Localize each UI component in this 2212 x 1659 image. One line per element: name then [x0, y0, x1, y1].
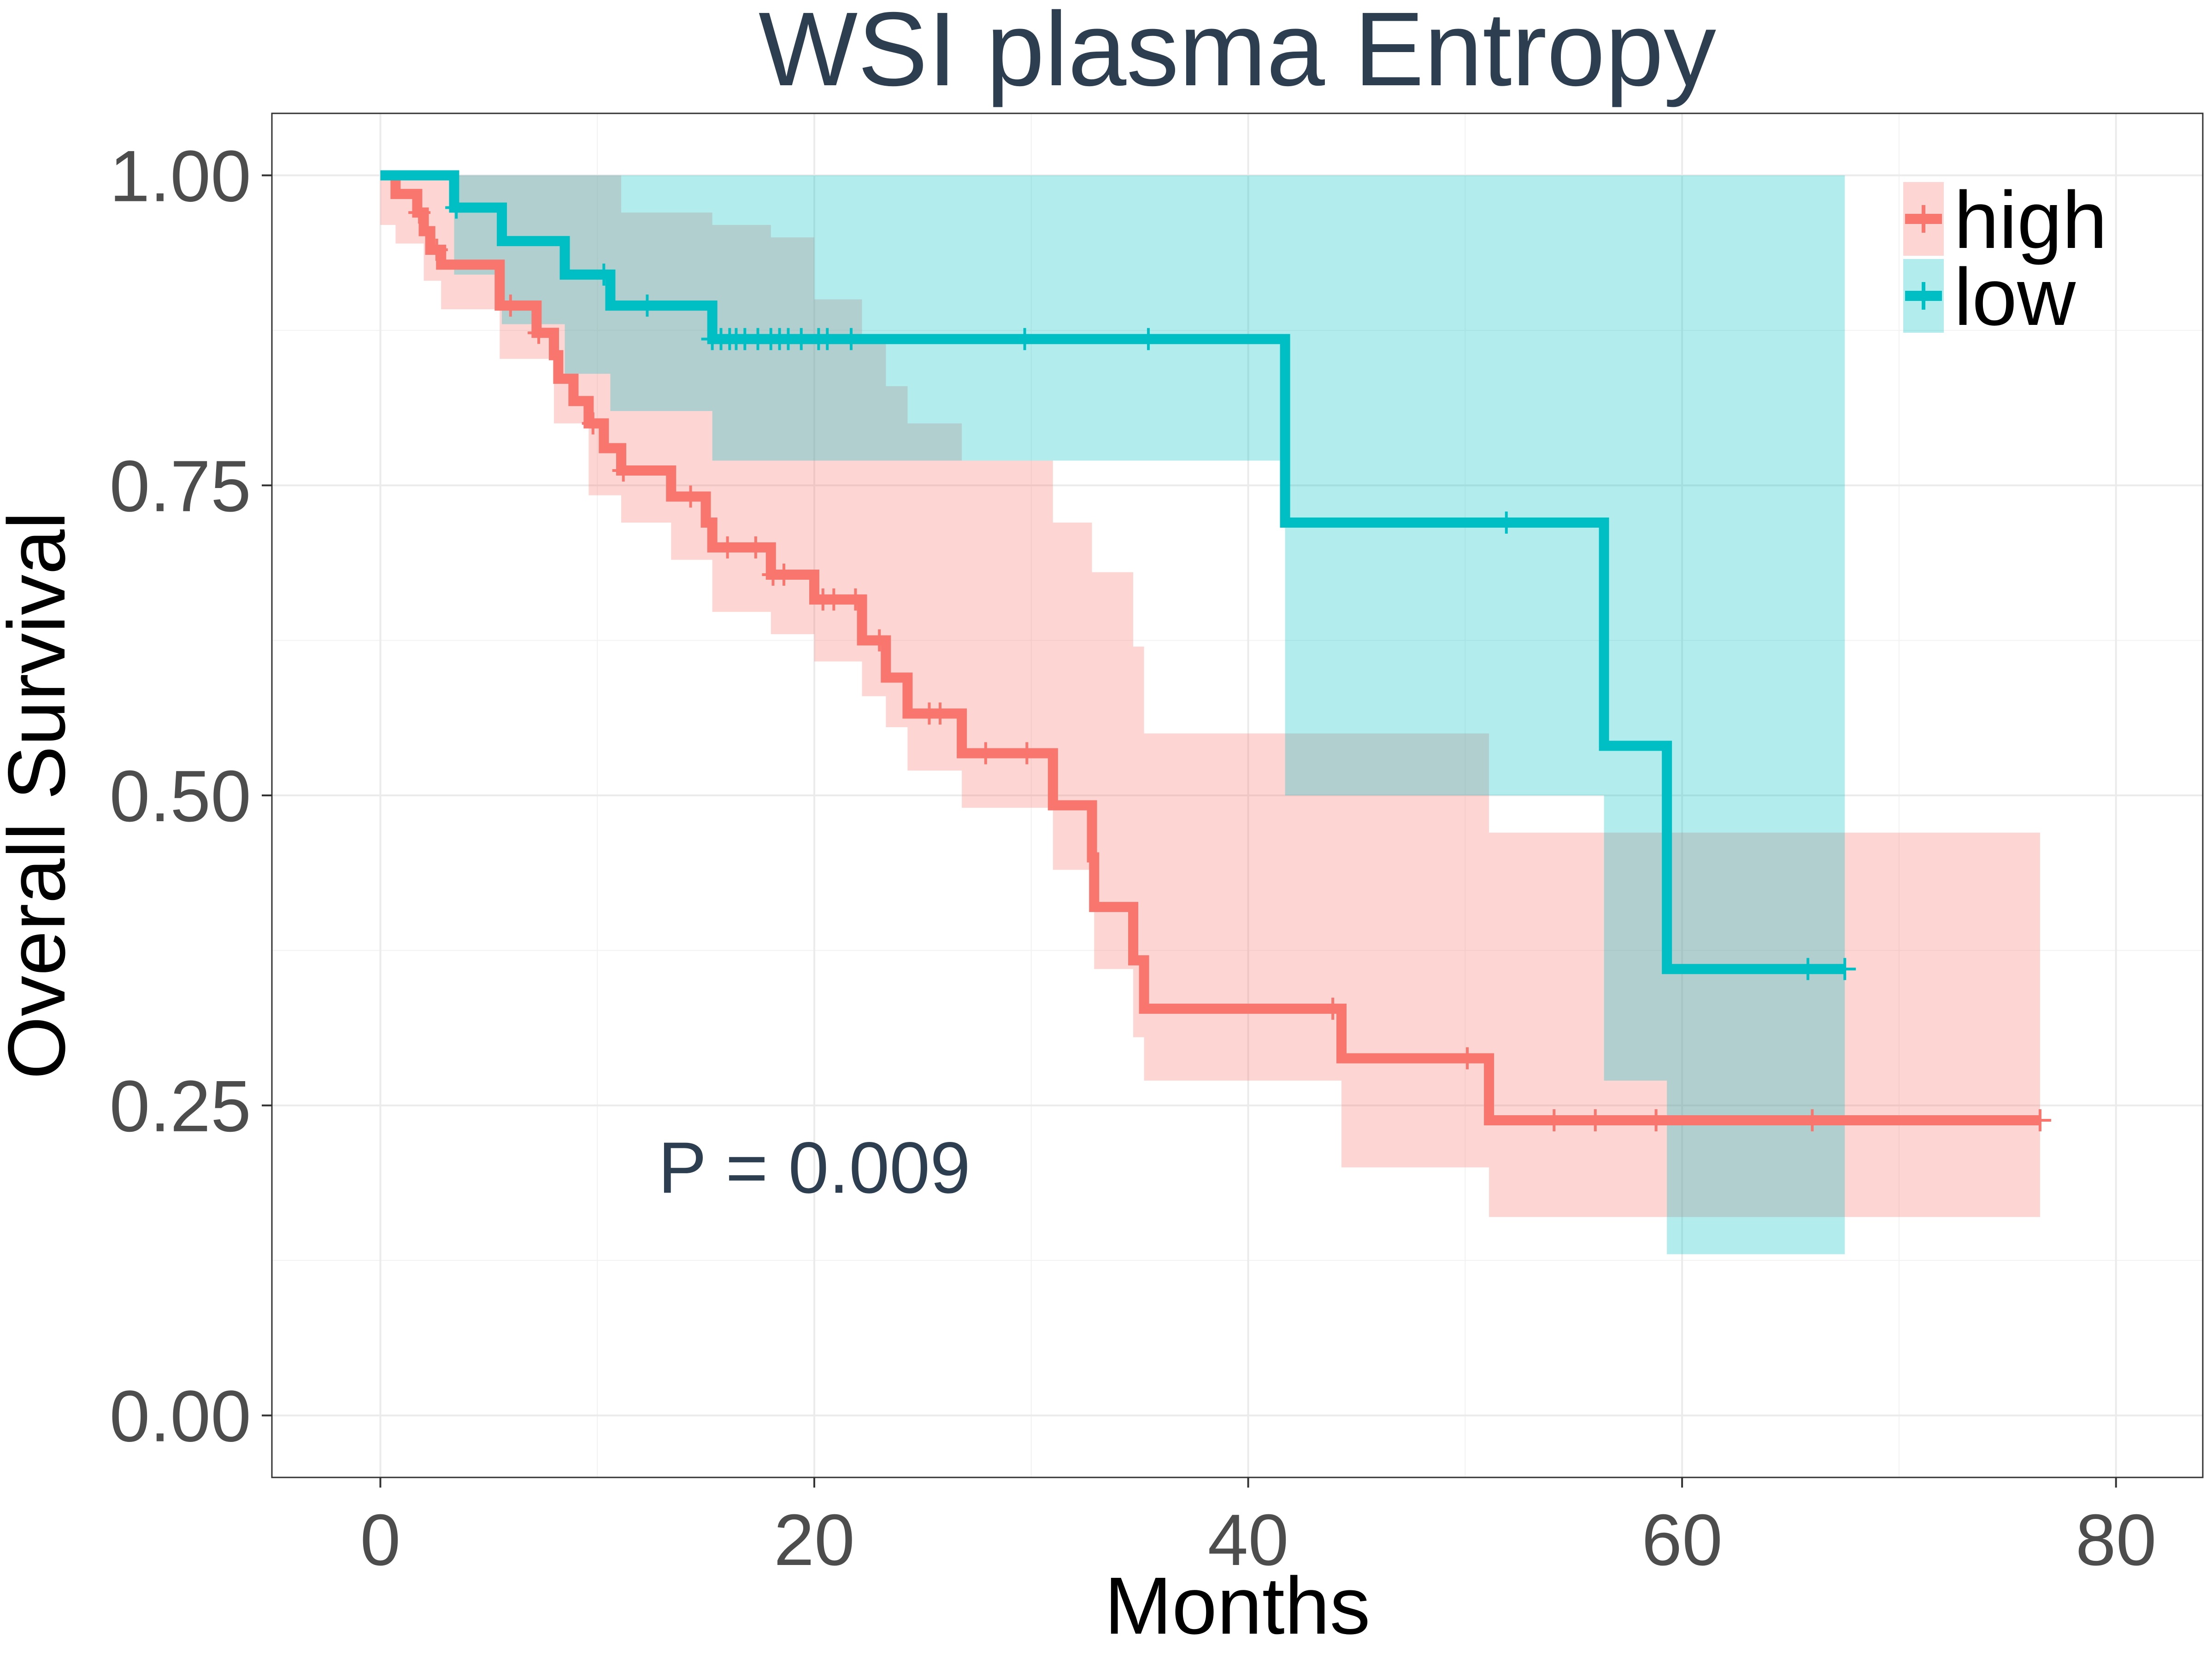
x-axis-title: Months [1104, 1561, 1370, 1651]
x-tick-label: 80 [2076, 1500, 2157, 1581]
y-tick-label: 0.25 [109, 1066, 251, 1147]
legend-label-high: high [1954, 175, 2107, 265]
survival-curves [380, 170, 2040, 1126]
y-tick-label: 0.00 [109, 1376, 251, 1457]
legend: high low [1903, 175, 2107, 342]
legend-label-low: low [1954, 252, 2076, 342]
censor-marks [408, 196, 2051, 1132]
chart-title: WSI plasma Entropy [759, 0, 1716, 108]
x-tick-label: 40 [1208, 1500, 1289, 1581]
ci-band-low [380, 175, 1845, 1254]
y-tick-label: 1.00 [109, 136, 251, 217]
grid-lines [272, 113, 2203, 1477]
confidence-bands [380, 175, 2040, 1254]
survival-curve-low [380, 170, 1845, 974]
x-tick-label: 0 [360, 1500, 400, 1581]
y-ticks: 0.00 0.25 0.50 0.75 1.00 [109, 136, 272, 1457]
p-value-annotation: P = 0.009 [658, 1127, 971, 1208]
x-tick-label: 20 [774, 1500, 855, 1581]
x-ticks: 0 20 40 60 80 [360, 1477, 2157, 1581]
y-tick-label: 0.50 [109, 756, 251, 837]
y-axis-title: Overall Survival [0, 512, 82, 1079]
ci-band-high [380, 175, 2040, 1217]
y-tick-label: 0.75 [109, 446, 251, 527]
survival-curve-high [380, 170, 2040, 1126]
x-tick-label: 60 [1641, 1500, 1723, 1581]
